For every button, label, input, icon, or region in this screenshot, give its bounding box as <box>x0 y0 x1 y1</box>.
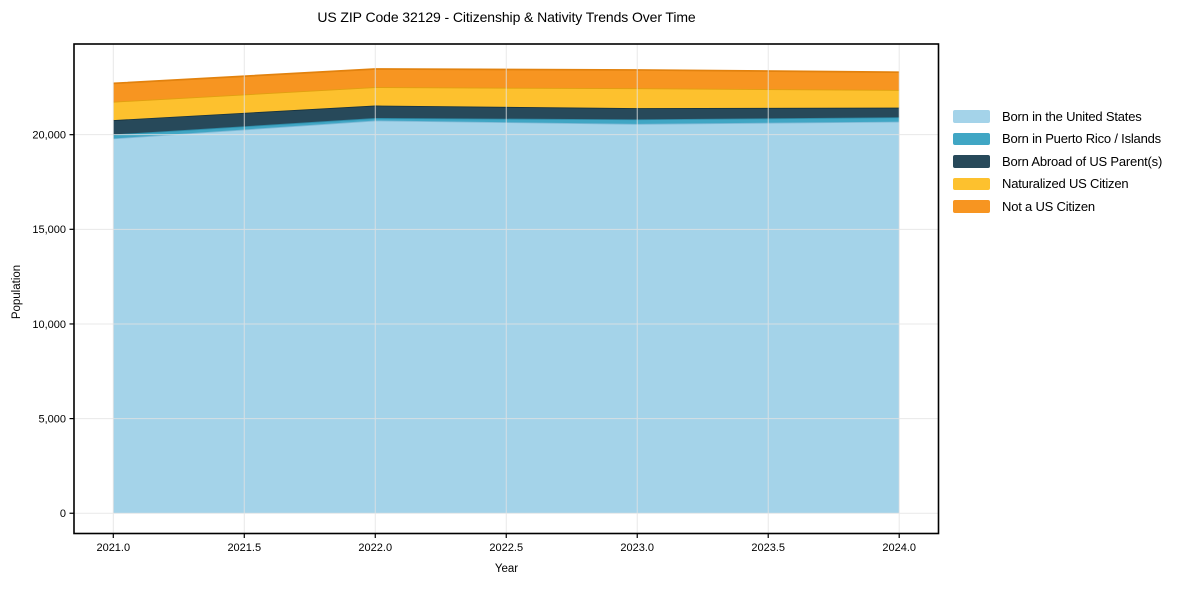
legend-item: Not a US Citizen <box>953 195 1162 218</box>
y-tick-label: 5,000 <box>38 413 66 425</box>
x-tick-label: 2022.0 <box>358 542 392 554</box>
legend-item: Born in the United States <box>953 105 1162 128</box>
x-tick-label: 2021.0 <box>96 542 130 554</box>
legend-swatch <box>953 132 990 145</box>
legend-swatch <box>953 110 990 123</box>
y-tick-label: 15,000 <box>32 224 66 236</box>
y-axis-label: Population <box>11 264 23 320</box>
x-axis-label: Year <box>494 563 519 575</box>
legend-swatch <box>953 155 990 168</box>
y-tick-label: 10,000 <box>32 319 66 331</box>
x-tick-label: 2023.0 <box>620 542 654 554</box>
legend-swatch <box>953 200 990 213</box>
legend-label: Born in the United States <box>1002 108 1142 124</box>
x-tick-label: 2024.0 <box>882 542 916 554</box>
legend: Born in the United States Born in Puerto … <box>953 105 1162 218</box>
legend-swatch <box>953 177 990 190</box>
x-tick-label: 2022.5 <box>489 542 523 554</box>
area-band-2 <box>113 105 900 135</box>
legend-item: Born Abroad of US Parent(s) <box>953 150 1162 173</box>
gridlines <box>74 44 939 534</box>
y-tick-label: 0 <box>60 508 66 520</box>
legend-item: Naturalized US Citizen <box>953 173 1162 196</box>
legend-item: Born in Puerto Rico / Islands <box>953 128 1162 151</box>
legend-label: Not a US Citizen <box>1002 198 1095 214</box>
x-tick-label: 2023.5 <box>751 542 785 554</box>
legend-label: Naturalized US Citizen <box>1002 176 1129 192</box>
legend-label: Born Abroad of US Parent(s) <box>1002 153 1163 169</box>
chart-title: US ZIP Code 32129 - Citizenship & Nativi… <box>317 9 696 25</box>
x-tick-label: 2021.5 <box>227 542 261 554</box>
legend-label: Born in Puerto Rico / Islands <box>1002 131 1161 147</box>
axis-ticks: 2021.0 2021.5 2022.0 2022.5 2023.0 2023.5 2024… <box>32 129 916 554</box>
y-tick-label: 20,000 <box>32 129 66 141</box>
